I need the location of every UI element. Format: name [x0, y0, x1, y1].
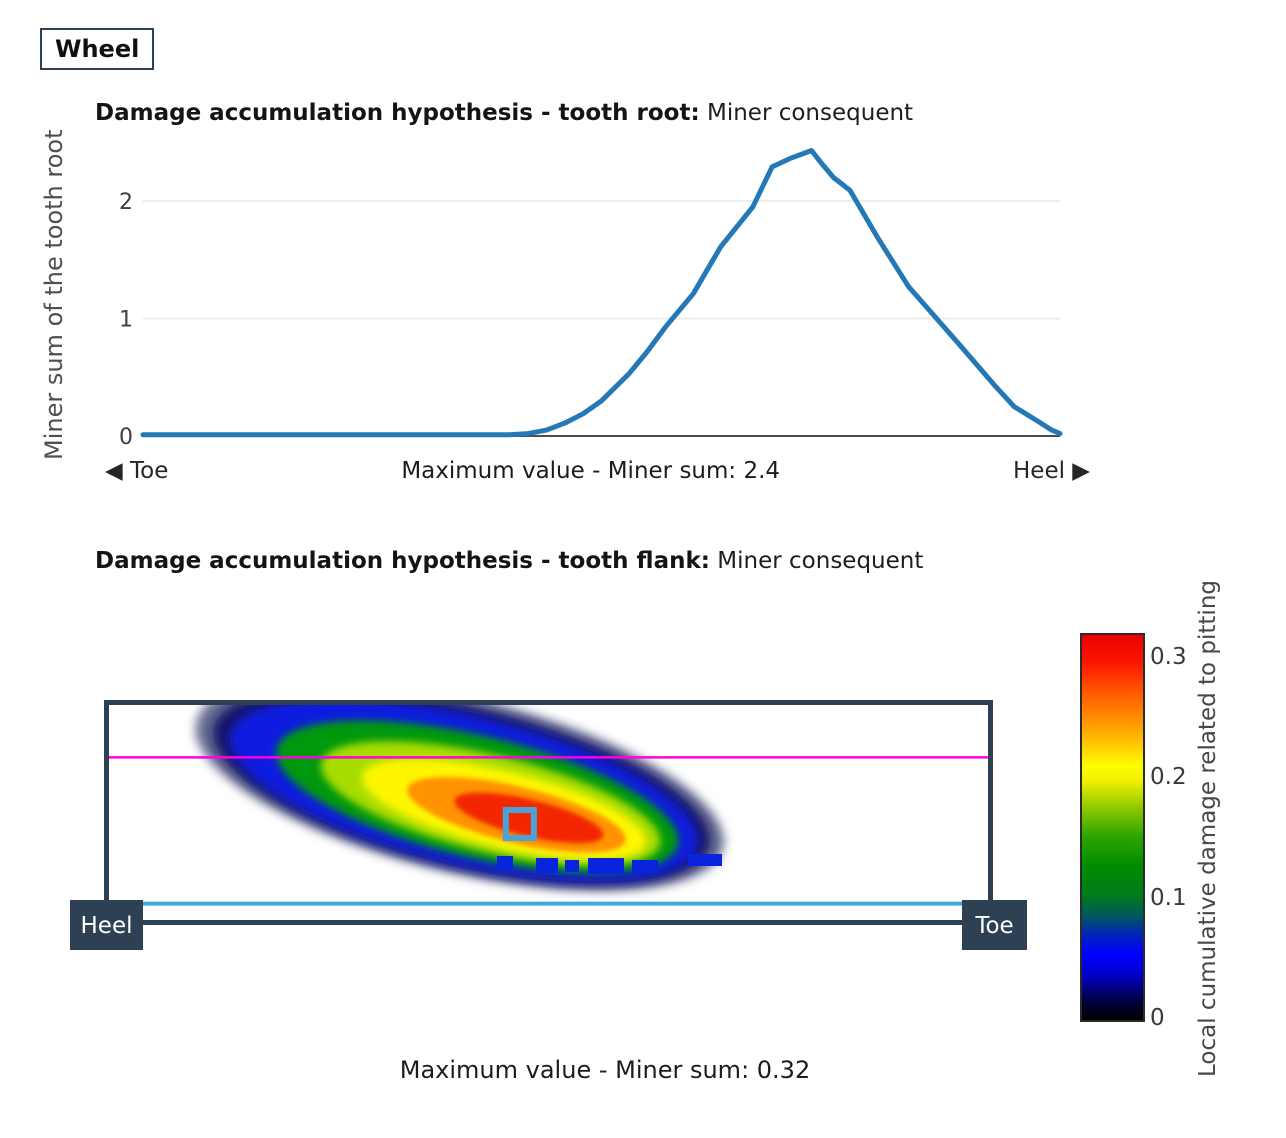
colorbar-axis-label: Local cumulative damage related to pitti… — [1195, 579, 1221, 1077]
flank-chart-title-bold: Damage accumulation hypothesis - tooth f… — [95, 548, 710, 574]
max-damage-marker-square — [502, 807, 537, 842]
heel-axis-label: Heel ▶ — [1013, 458, 1090, 484]
flank-chart-title: Damage accumulation hypothesis - tooth f… — [95, 548, 923, 574]
flank-frame — [104, 700, 993, 925]
hotspot-artifact — [688, 854, 722, 866]
flank-chart-title-rest: Miner consequent — [717, 548, 924, 574]
colorbar-tick-label: 0 — [1150, 1005, 1165, 1031]
colorbar — [1080, 633, 1145, 1022]
root-chart-x-axis-row: ◀ Toe Maximum value - Miner sum: 2.4 Hee… — [105, 458, 1090, 484]
hotspot-artifact — [497, 856, 513, 870]
root-chart-y-axis-label: Miner sum of the tooth root — [40, 129, 68, 461]
hotspot-layer-red — [454, 792, 604, 844]
colorbar-tick-label: 0.1 — [1150, 884, 1187, 911]
flank-chart-caption: Maximum value - Miner sum: 0.32 — [399, 1056, 811, 1084]
root-chart-title-bold: Damage accumulation hypothesis - tooth r… — [95, 100, 700, 126]
wheel-tab[interactable]: Wheel — [40, 28, 155, 70]
colorbar-tick-label: 0.2 — [1150, 764, 1187, 791]
root-chart-caption: Maximum value - Miner sum: 2.4 — [401, 458, 781, 484]
hotspot-artifact — [565, 860, 579, 872]
flank-overlay-lines — [109, 756, 988, 906]
root-chart-title: Damage accumulation hypothesis - tooth r… — [95, 100, 913, 126]
hotspot-artifact — [588, 858, 624, 874]
hotspot-artifact — [632, 860, 658, 873]
heel-end-label-text: Heel — [81, 913, 133, 939]
toe-end-label-text: Toe — [974, 913, 1013, 939]
toe-end-label: Toe — [962, 900, 1027, 950]
colorbar-tick-label: 0.3 — [1150, 644, 1187, 671]
wheel-tab-label: Wheel — [55, 35, 140, 63]
colorbar-tick-labels: 0 0.1 0.2 0.3 — [1150, 633, 1220, 1031]
miner-sum-curve — [140, 148, 1063, 438]
flank-chart-plot: Heel Toe — [70, 700, 1027, 950]
damage-hotspot — [195, 705, 725, 892]
y-tick-label: 0 — [119, 425, 133, 450]
max-damage-marker — [502, 807, 537, 842]
y-tick-label: 1 — [119, 308, 133, 333]
toe-axis-label: ◀ Toe — [105, 458, 169, 484]
root-chart-plot: 0 1 2 — [119, 148, 1063, 450]
root-chart-title-rest: Miner consequent — [706, 100, 914, 126]
hotspot-artifact — [536, 858, 558, 873]
heel-end-label: Heel — [70, 900, 143, 950]
y-tick-label: 2 — [119, 190, 133, 215]
